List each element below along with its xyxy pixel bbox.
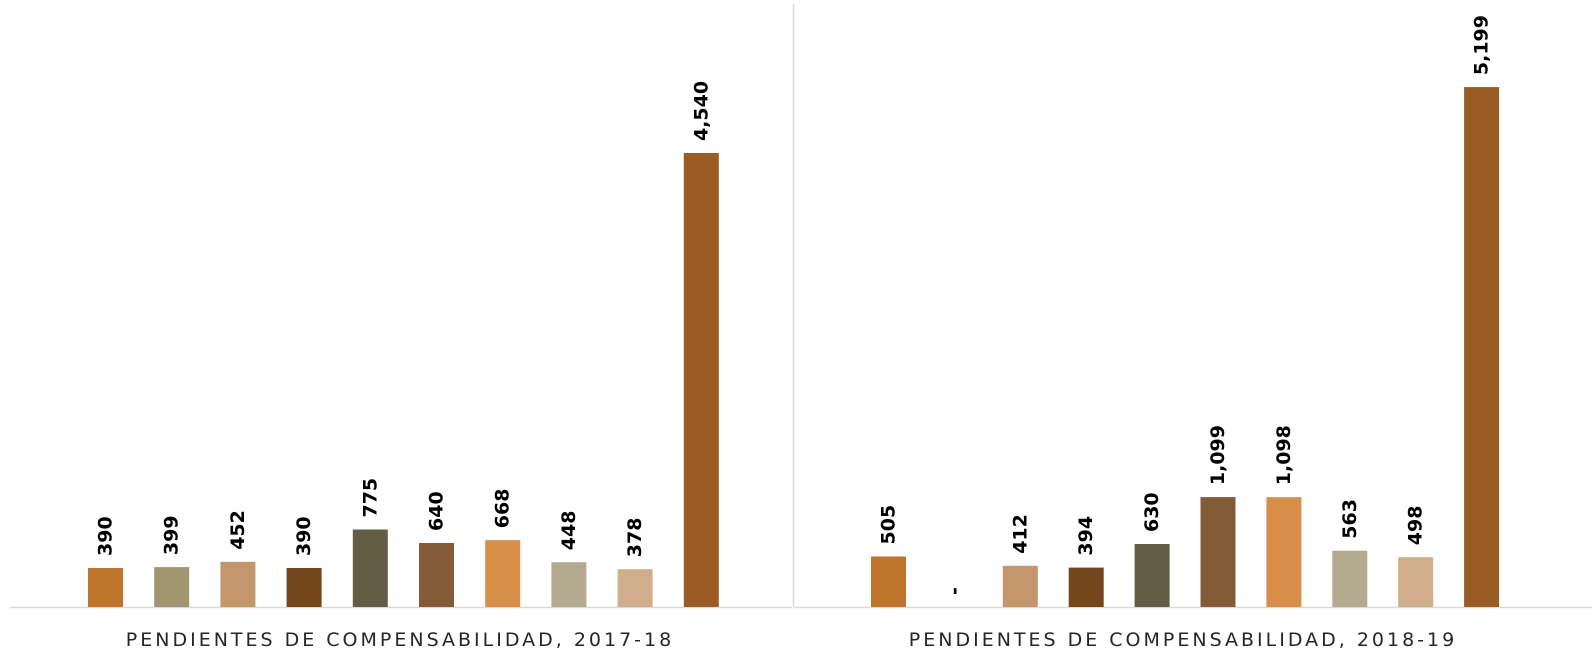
bar (1068, 567, 1104, 607)
data-label: 498 (1405, 506, 1427, 546)
bar (154, 567, 190, 607)
data-label: 448 (558, 511, 580, 551)
chart-panel-2018-19: PENDIENTES DE COMPENSABILIDAD, 2018-19 5… (794, 15, 1592, 651)
bar (286, 568, 322, 607)
data-label: 452 (227, 510, 249, 550)
data-label: 412 (1009, 514, 1031, 554)
bar (1266, 497, 1302, 607)
chart-panel-2017-18: PENDIENTES DE COMPENSABILIDAD, 2017-18 3… (10, 81, 792, 651)
bar (1002, 565, 1038, 607)
bar (1332, 550, 1368, 607)
data-label: 1,099 (1207, 425, 1229, 485)
bar (617, 569, 653, 607)
data-label: - (943, 587, 965, 595)
data-label: 5,199 (1471, 15, 1493, 75)
data-label: 378 (624, 518, 646, 558)
data-label: 390 (95, 516, 117, 556)
bar (1200, 497, 1236, 607)
bar (683, 153, 719, 607)
bar (485, 540, 521, 607)
bar (551, 562, 587, 607)
data-label: 640 (426, 491, 448, 531)
bar (352, 529, 388, 607)
bar (1398, 557, 1434, 607)
data-label: 775 (359, 478, 381, 518)
chart-title: PENDIENTES DE COMPENSABILIDAD, 2018-19 (909, 629, 1457, 651)
data-label: 563 (1339, 499, 1361, 539)
data-label: 390 (293, 516, 315, 556)
bar (220, 561, 256, 607)
bar (1464, 87, 1500, 608)
data-label: 630 (1141, 492, 1163, 532)
bar (419, 543, 454, 607)
chart-title: PENDIENTES DE COMPENSABILIDAD, 2017-18 (126, 629, 674, 651)
bar (1134, 544, 1170, 607)
bar (871, 556, 906, 607)
data-label: 4,540 (690, 81, 712, 141)
data-label: 1,098 (1273, 425, 1295, 485)
data-label: 399 (161, 515, 183, 555)
bar (88, 568, 123, 607)
data-label: 394 (1075, 516, 1097, 556)
data-label: 505 (878, 505, 900, 545)
data-label: 668 (492, 489, 514, 529)
